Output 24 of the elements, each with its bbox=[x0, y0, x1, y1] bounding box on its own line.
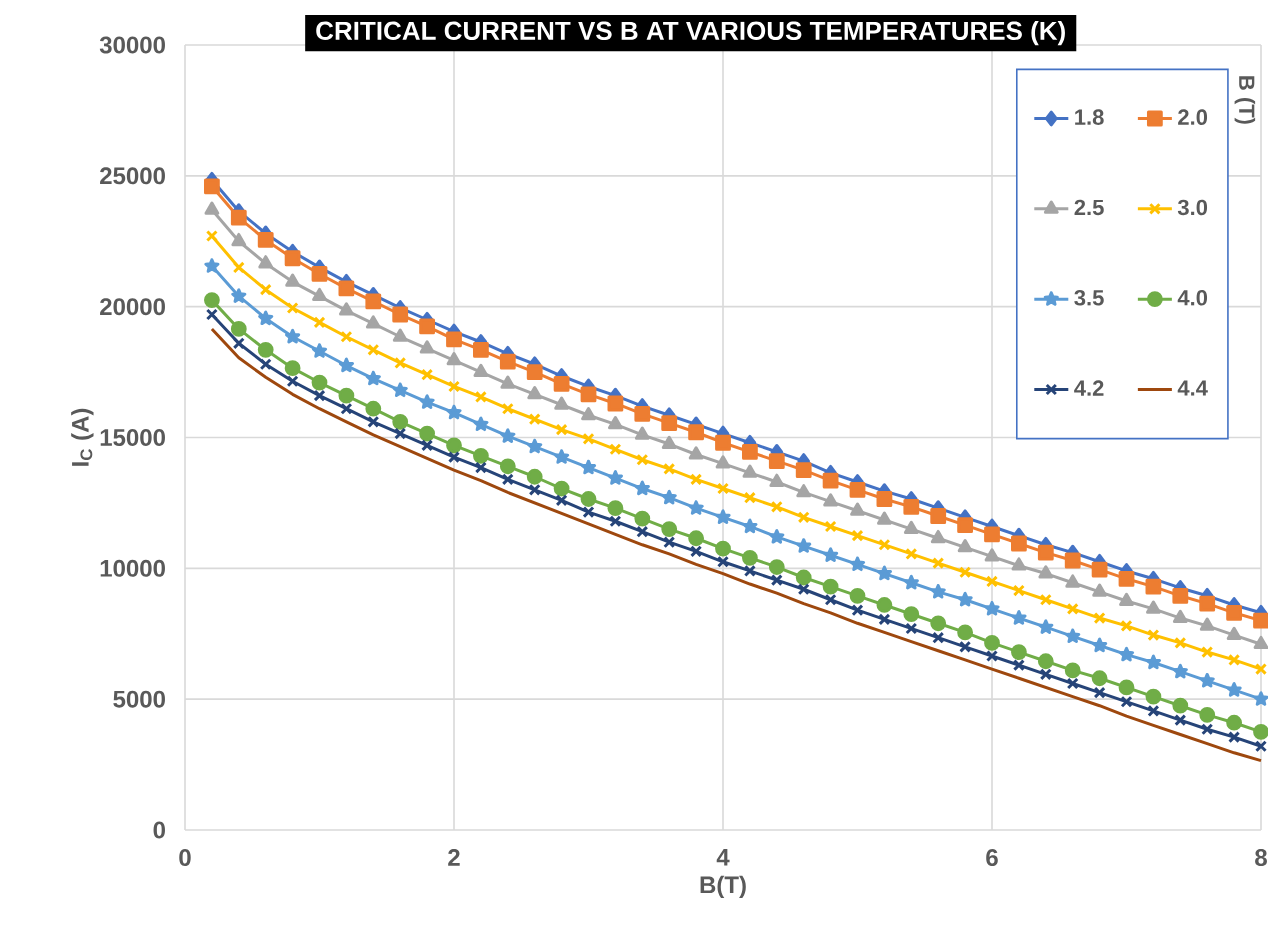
x-tick-label: 8 bbox=[1255, 849, 1267, 867]
y-tick-label: 0 bbox=[153, 821, 165, 839]
legend-label: 2.0 bbox=[1178, 109, 1208, 125]
y-tick-label: 15000 bbox=[100, 429, 165, 447]
y-tick-label: 5000 bbox=[113, 690, 165, 708]
x-axis-title: B(T) bbox=[700, 875, 746, 899]
legend-label: 2.5 bbox=[1074, 199, 1104, 216]
annotation: B (T) bbox=[1234, 76, 1256, 124]
legend-label: 1.8 bbox=[1075, 109, 1104, 125]
y-tick-label: 30000 bbox=[99, 36, 165, 54]
x-tick-label: 4 bbox=[716, 849, 730, 866]
legend-label: 3.5 bbox=[1074, 289, 1104, 306]
chart-title: CRITICAL CURRENT VS B AT VARIOUS TEMPERATURES (K) bbox=[316, 20, 1065, 46]
y-tick-label: 10000 bbox=[100, 559, 165, 577]
y-tick-label: 20000 bbox=[100, 298, 165, 316]
legend-label: 4.4 bbox=[1177, 380, 1208, 396]
x-tick-label: 0 bbox=[179, 849, 191, 867]
legend-label: 4.0 bbox=[1177, 289, 1208, 306]
y-tick-label: 25000 bbox=[100, 167, 165, 185]
y-axis-title: I$_{C}$ (A) bbox=[71, 408, 94, 466]
x-tick-label: 2 bbox=[448, 849, 460, 866]
legend-label: 4.2 bbox=[1074, 380, 1104, 396]
x-tick-label: 6 bbox=[986, 849, 998, 867]
legend-label: 3.0 bbox=[1177, 199, 1208, 216]
